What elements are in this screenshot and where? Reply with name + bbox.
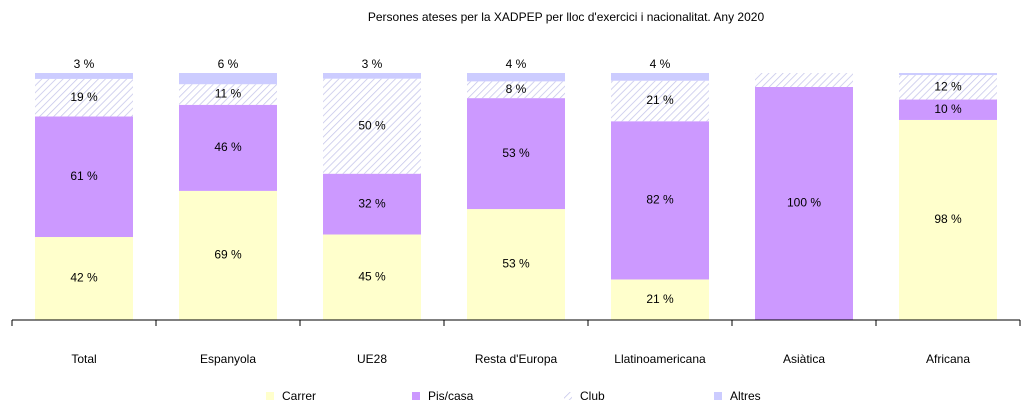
data-label: 50 % [358,118,386,132]
bar-segment [611,80,709,122]
legend-swatch [266,392,274,400]
data-label: 19 % [70,90,98,104]
bar-segment [899,99,997,120]
data-label: 21 % [646,292,674,306]
bar-segment [179,190,277,320]
data-label: 6 % [218,57,239,71]
bar-segment [467,98,565,210]
bar-segment [35,73,133,79]
data-label: 3 % [362,57,383,71]
data-label: 10 % [934,102,962,116]
legend-swatch [714,392,722,400]
x-tick-label: Africana [926,352,970,366]
data-label: 61 % [70,169,98,183]
x-tick-label: Espanyola [200,352,256,366]
bar-segment [35,116,133,238]
bar-segment [467,73,565,82]
bar-segment [35,237,133,320]
data-label: 53 % [502,146,530,160]
bar-segment [611,121,709,280]
data-label: 32 % [358,196,386,210]
bar-segment [755,86,853,320]
bar-segment [323,78,421,174]
bar-segment [323,73,421,79]
bar-segment [323,234,421,320]
bar-segment [899,75,997,100]
bar-segment [179,104,277,191]
x-tick-label: Llatinoamericana [614,352,706,366]
bar-segment [467,209,565,320]
x-tick-label: Asiàtica [783,352,825,366]
bar-segment [611,279,709,320]
data-label: 3 % [74,57,95,71]
data-label: 21 % [646,93,674,107]
legend-label: Pis/casa [428,389,474,403]
data-label: 4 % [650,57,671,71]
x-tick-label: Resta d'Europa [475,352,558,366]
bar-segment [35,78,133,117]
legend-swatch [564,392,572,400]
bar-segment [179,84,277,105]
bar-segment [179,73,277,85]
data-label: 8 % [506,82,527,96]
bar-segment [323,173,421,235]
data-label: 46 % [214,140,242,154]
bar-segment [899,119,997,321]
bar-segment [755,73,853,87]
legend-label: Club [580,389,605,403]
data-label: 100 % [787,196,821,210]
legend-label: Carrer [282,389,316,403]
chart-title: Persones ateses per la XADPEP per lloc d… [368,10,765,24]
data-label: 45 % [358,269,386,283]
bar-segment [899,73,997,76]
legend-swatch [412,392,420,400]
data-label: 69 % [214,248,242,262]
data-label: 12 % [934,79,962,93]
bar-segment [467,81,565,99]
bar-segment [611,73,709,81]
data-label: 98 % [934,212,962,226]
x-tick-label: Total [71,352,96,366]
data-label: 53 % [502,257,530,271]
data-label: 4 % [506,57,527,71]
legend-label: Altres [730,389,761,403]
data-label: 11 % [215,87,242,101]
data-label: 42 % [70,271,98,285]
data-label: 82 % [646,193,674,207]
x-tick-label: UE28 [357,352,387,366]
